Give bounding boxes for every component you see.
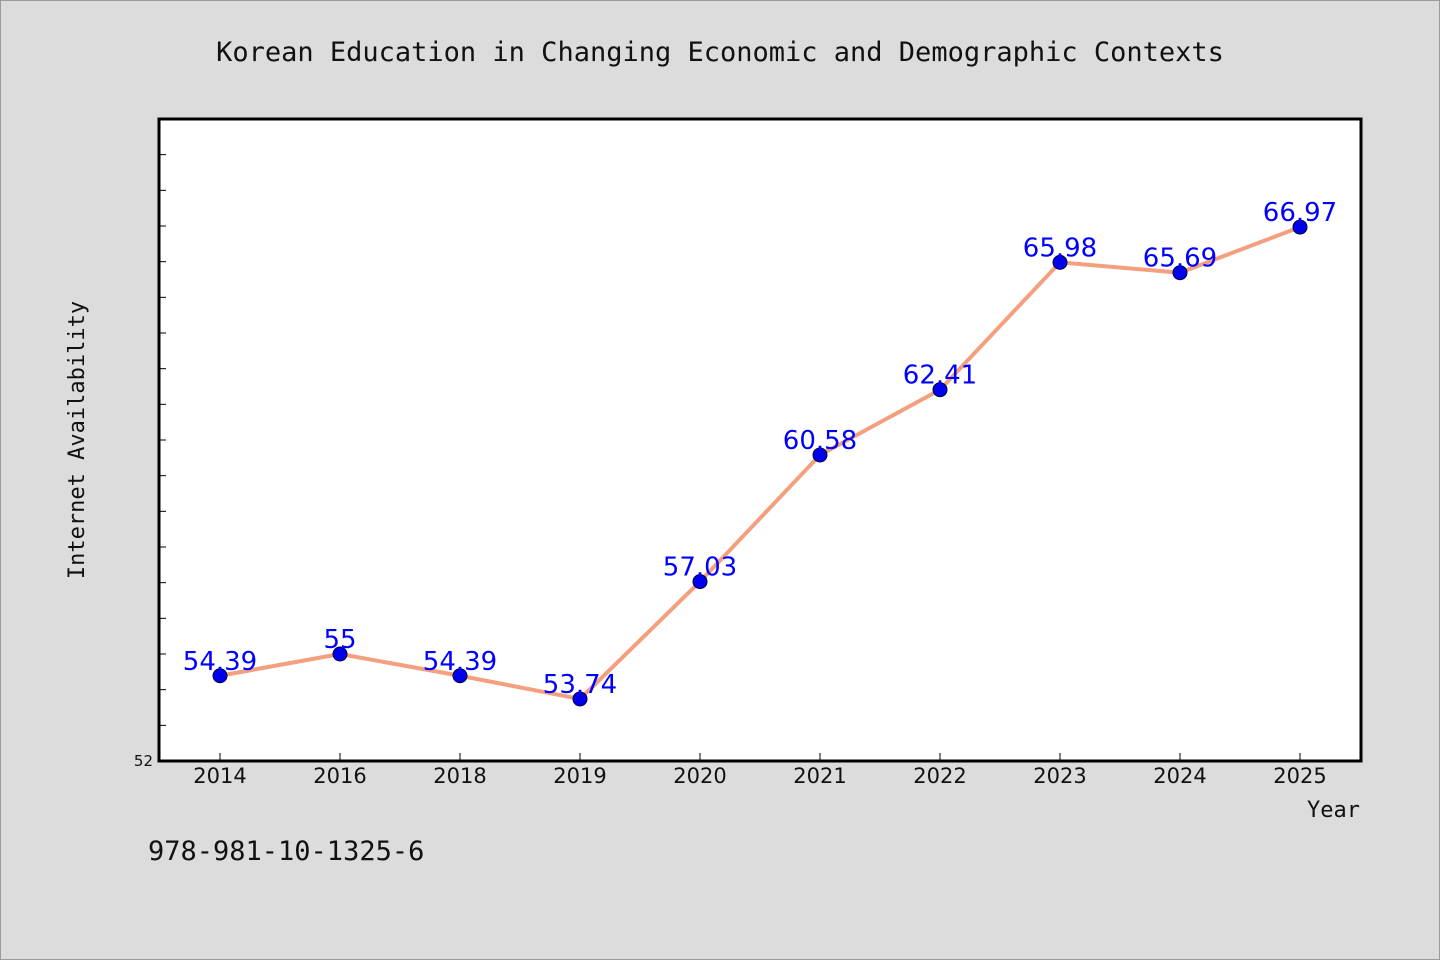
data-label: 53.74 <box>543 670 617 700</box>
data-point <box>572 691 588 707</box>
data-label: 65.98 <box>1023 233 1097 263</box>
data-point <box>1052 254 1068 270</box>
data-labels: 54.39 55 54.39 53.74 57.03 60.58 62.41 65.98 65.… <box>183 198 1337 700</box>
x-axis-title: Year <box>1307 798 1360 823</box>
chart-title: Korean Education in Changing Economic an… <box>216 37 1224 68</box>
x-tick-label: 2016 <box>313 764 366 788</box>
x-tick-label: 2025 <box>1273 764 1326 788</box>
y-axis-ticks: 52 <box>134 154 166 770</box>
data-label: 55 <box>323 625 356 655</box>
x-tick-label: 2023 <box>1033 764 1086 788</box>
data-label: 57.03 <box>663 553 737 583</box>
data-point <box>212 668 228 684</box>
x-tick-label: 2022 <box>913 764 966 788</box>
data-label: 62.41 <box>903 361 977 391</box>
footer-identifier: 978-981-10-1325-6 <box>148 836 425 867</box>
data-point <box>452 668 468 684</box>
data-label: 65.69 <box>1143 244 1217 274</box>
x-tick-label: 2021 <box>793 764 846 788</box>
x-tick-label: 2014 <box>193 764 246 788</box>
x-tick-label: 2020 <box>673 764 726 788</box>
series-line <box>219 225 1301 701</box>
data-point <box>1172 265 1188 281</box>
plot-area <box>157 117 1363 763</box>
data-label: 66.97 <box>1263 198 1337 228</box>
data-point <box>812 447 828 463</box>
data-label: 54.39 <box>183 647 257 677</box>
y-tick-label: 52 <box>134 752 153 770</box>
x-tick-label: 2018 <box>433 764 486 788</box>
x-tick-label: 2019 <box>553 764 606 788</box>
x-axis-ticks: 2014 2016 2018 2019 2020 2021 2022 2023 2024 2025 <box>193 753 1327 788</box>
data-point <box>332 646 348 662</box>
y-axis-title: Internet Availability <box>65 301 90 579</box>
x-tick-label: 2024 <box>1153 764 1206 788</box>
series-markers <box>212 219 1308 707</box>
data-point <box>1292 219 1308 235</box>
data-point <box>692 574 708 590</box>
data-label: 60.58 <box>783 426 857 456</box>
data-label: 54.39 <box>423 647 497 677</box>
data-point <box>932 382 948 398</box>
